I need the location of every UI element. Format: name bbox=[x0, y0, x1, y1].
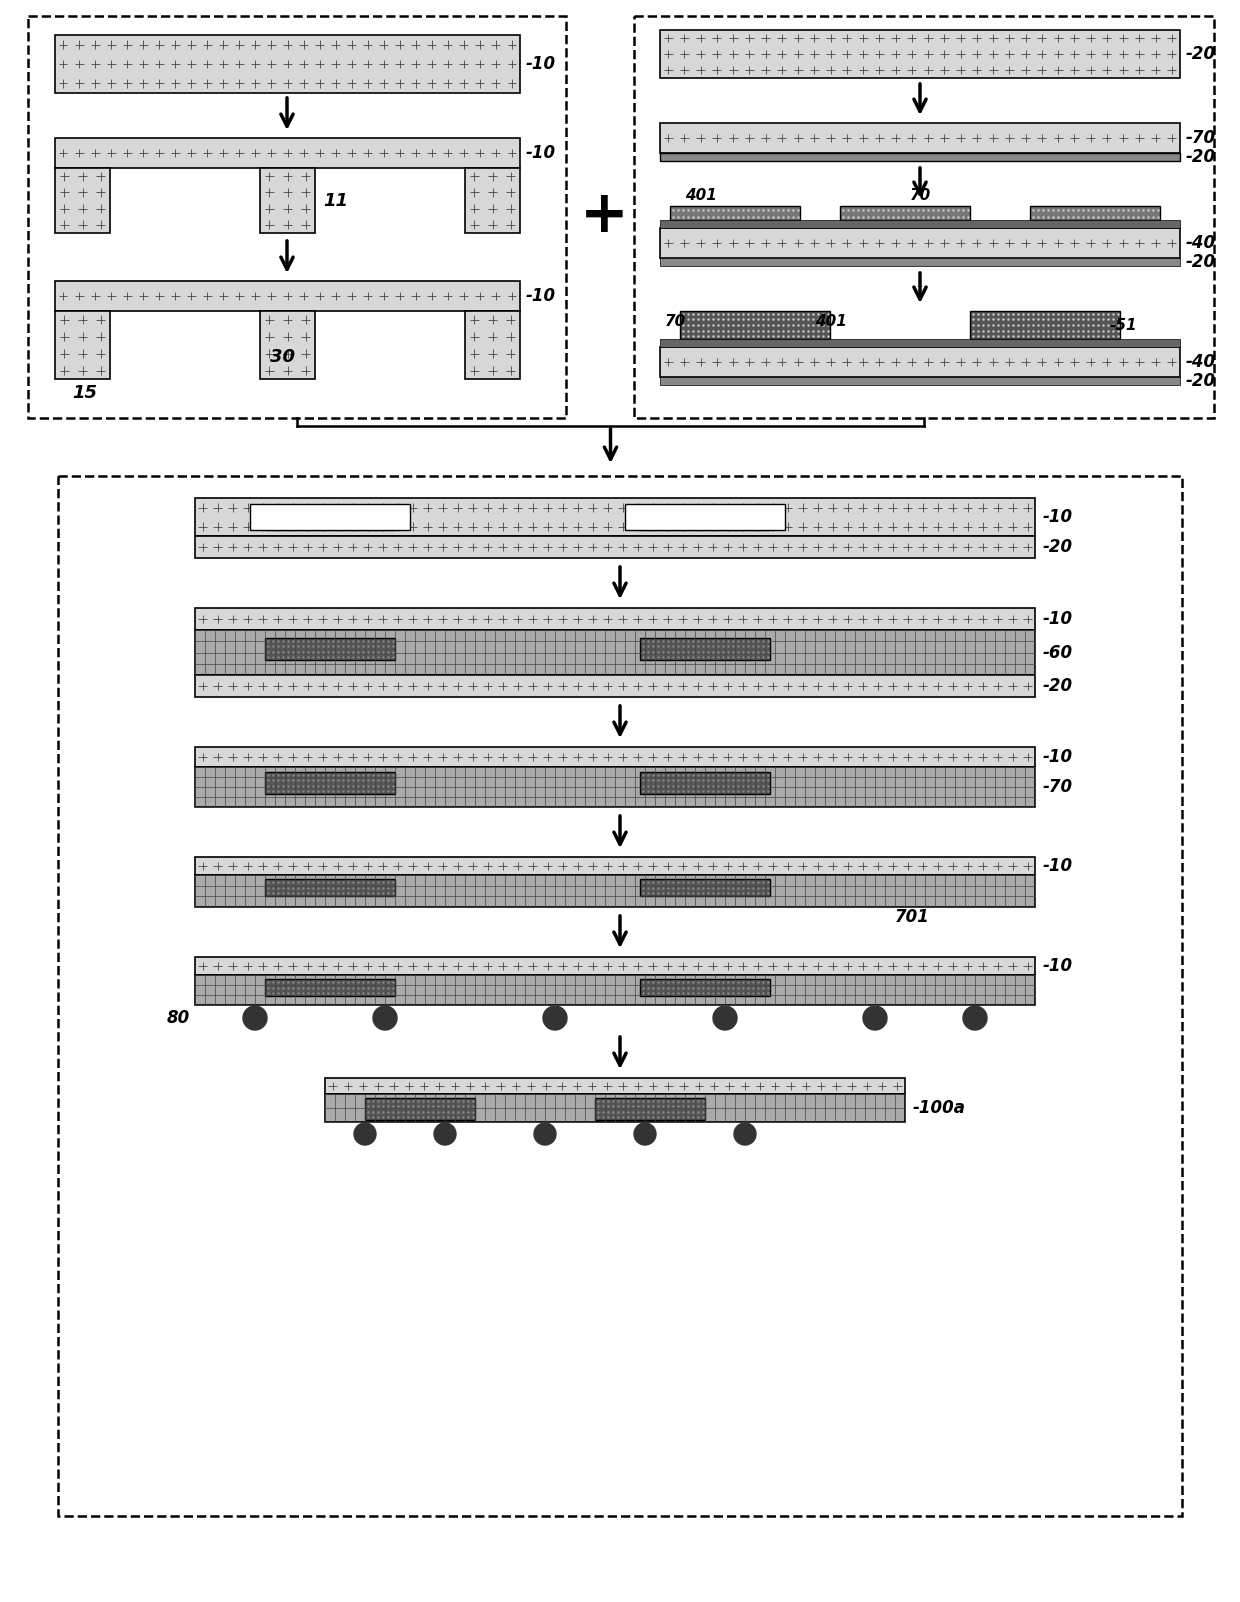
Bar bbox=[1030, 207, 1159, 219]
Bar bbox=[55, 280, 520, 311]
Bar bbox=[55, 35, 520, 93]
Text: -40: -40 bbox=[1185, 352, 1216, 372]
Bar bbox=[195, 857, 1035, 875]
Text: -10: -10 bbox=[1043, 956, 1073, 976]
Text: 70: 70 bbox=[910, 189, 931, 203]
Bar bbox=[195, 674, 1035, 697]
Text: -10: -10 bbox=[526, 54, 556, 74]
Text: -20: -20 bbox=[1185, 372, 1216, 389]
Text: 11: 11 bbox=[322, 192, 348, 210]
Text: -20: -20 bbox=[1043, 678, 1073, 695]
Circle shape bbox=[734, 1123, 756, 1145]
Text: -10: -10 bbox=[1043, 748, 1073, 766]
Bar bbox=[195, 609, 1035, 630]
Text: 70: 70 bbox=[665, 314, 686, 328]
Bar bbox=[660, 340, 1180, 348]
Text: 80: 80 bbox=[166, 1009, 190, 1027]
Bar bbox=[970, 311, 1120, 340]
Text: -70: -70 bbox=[1185, 130, 1216, 147]
Text: -100a: -100a bbox=[913, 1099, 966, 1117]
Text: -70: -70 bbox=[1043, 779, 1073, 796]
Circle shape bbox=[863, 1006, 887, 1030]
Text: -10: -10 bbox=[526, 144, 556, 162]
Text: -20: -20 bbox=[1185, 253, 1216, 271]
Bar bbox=[260, 168, 315, 232]
Text: -10: -10 bbox=[1043, 610, 1073, 628]
Text: -40: -40 bbox=[1185, 234, 1216, 252]
Bar bbox=[660, 227, 1180, 258]
Bar bbox=[195, 747, 1035, 767]
Bar bbox=[640, 508, 770, 530]
Circle shape bbox=[373, 1006, 397, 1030]
Bar bbox=[55, 138, 520, 168]
Bar bbox=[195, 875, 1035, 907]
Bar bbox=[55, 311, 110, 380]
Bar bbox=[195, 498, 1035, 537]
Circle shape bbox=[243, 1006, 267, 1030]
Bar bbox=[640, 772, 770, 795]
Bar bbox=[640, 979, 770, 996]
Circle shape bbox=[963, 1006, 987, 1030]
Bar bbox=[325, 1094, 905, 1121]
Bar bbox=[660, 376, 1180, 384]
Text: -60: -60 bbox=[1043, 644, 1073, 662]
Bar bbox=[29, 16, 565, 418]
Bar bbox=[465, 168, 520, 232]
Text: +: + bbox=[579, 186, 629, 244]
Text: 701: 701 bbox=[895, 908, 930, 926]
Bar bbox=[195, 537, 1035, 557]
Text: -20: -20 bbox=[1185, 147, 1216, 167]
Text: 30: 30 bbox=[270, 348, 295, 365]
Circle shape bbox=[534, 1123, 556, 1145]
Bar bbox=[625, 505, 785, 530]
Bar bbox=[265, 979, 396, 996]
Bar bbox=[58, 476, 1182, 1515]
Text: -51: -51 bbox=[1110, 317, 1137, 333]
Bar bbox=[660, 348, 1180, 376]
Bar bbox=[640, 879, 770, 896]
Text: 401: 401 bbox=[815, 314, 847, 328]
Bar bbox=[195, 630, 1035, 674]
Bar bbox=[250, 505, 410, 530]
Bar bbox=[325, 1078, 905, 1094]
Text: -10: -10 bbox=[1043, 508, 1073, 525]
Bar bbox=[660, 30, 1180, 78]
Bar bbox=[634, 16, 1214, 418]
Bar bbox=[660, 123, 1180, 154]
Bar bbox=[265, 879, 396, 896]
Bar bbox=[465, 311, 520, 380]
Text: 15: 15 bbox=[72, 384, 97, 402]
Bar bbox=[195, 976, 1035, 1004]
Bar bbox=[660, 154, 1180, 160]
Bar bbox=[595, 1097, 706, 1120]
Circle shape bbox=[713, 1006, 737, 1030]
Bar bbox=[265, 638, 396, 660]
Bar bbox=[55, 168, 110, 232]
Bar bbox=[195, 767, 1035, 807]
Bar bbox=[660, 219, 1180, 227]
Bar bbox=[195, 956, 1035, 976]
Bar bbox=[365, 1097, 475, 1120]
Bar bbox=[670, 207, 800, 219]
Text: 401: 401 bbox=[684, 189, 717, 203]
Text: -20: -20 bbox=[1185, 45, 1216, 62]
Bar bbox=[839, 207, 970, 219]
Circle shape bbox=[434, 1123, 456, 1145]
Text: -10: -10 bbox=[1043, 857, 1073, 875]
Text: -20: -20 bbox=[1043, 538, 1073, 556]
Bar bbox=[640, 638, 770, 660]
Text: -10: -10 bbox=[526, 287, 556, 304]
Circle shape bbox=[634, 1123, 656, 1145]
Bar bbox=[265, 772, 396, 795]
Bar bbox=[660, 258, 1180, 266]
Circle shape bbox=[353, 1123, 376, 1145]
Bar bbox=[260, 311, 315, 380]
Bar bbox=[680, 311, 830, 340]
Bar bbox=[265, 508, 396, 530]
Circle shape bbox=[543, 1006, 567, 1030]
